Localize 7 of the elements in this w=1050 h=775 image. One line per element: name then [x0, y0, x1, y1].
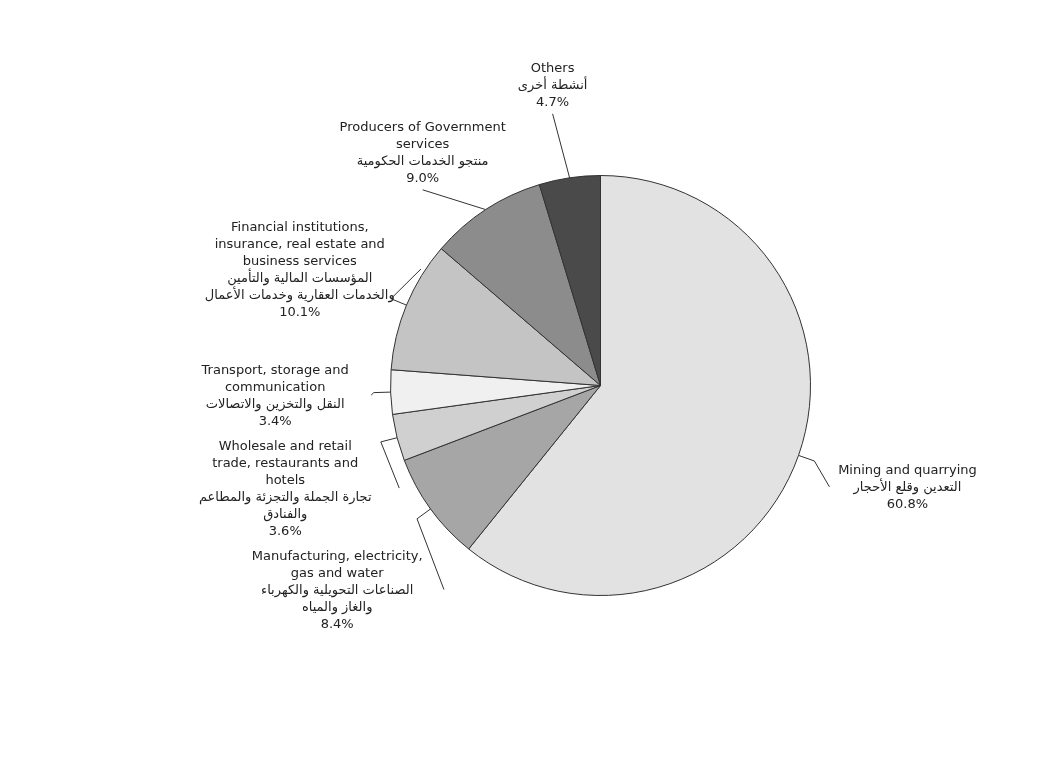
- data-label: 3.4%: [258, 413, 292, 429]
- data-label: 60.8%: [886, 496, 929, 512]
- data-label: 3.6%: [268, 523, 302, 539]
- data-label: 4.7%: [536, 93, 570, 109]
- data-label: 10.1%: [279, 303, 321, 319]
- data-label: 9.0%: [406, 169, 440, 185]
- data-label: 8.4%: [320, 616, 354, 632]
